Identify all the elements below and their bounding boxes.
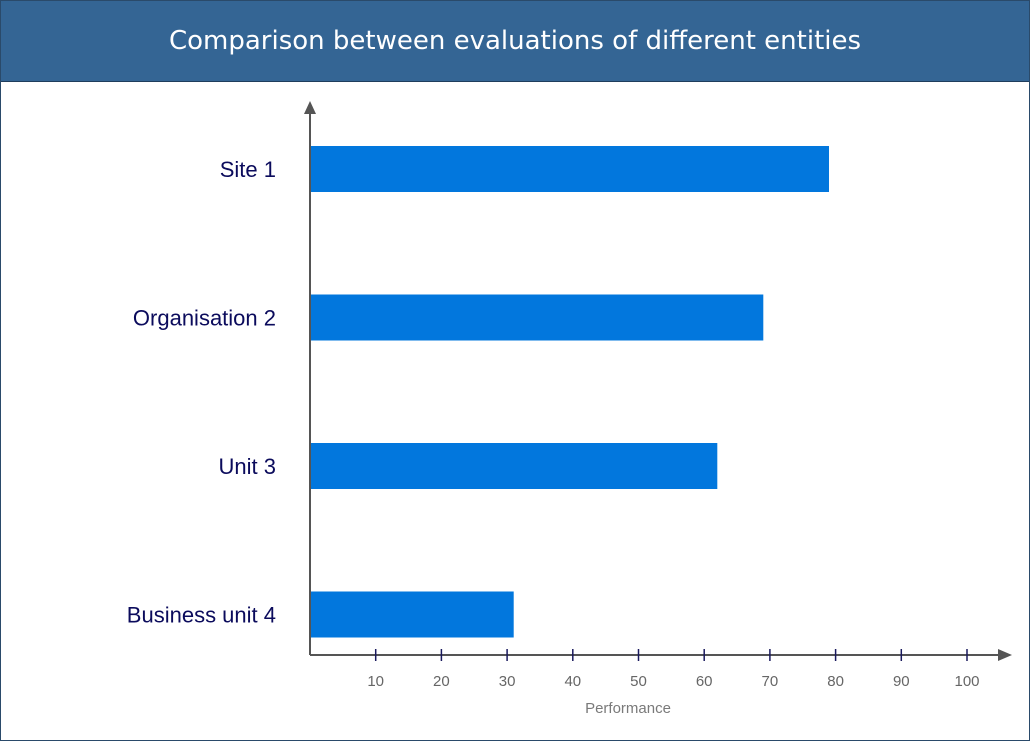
tick-group: 10 20 30 40 50 60 70 80 90 100 — [367, 649, 980, 690]
x-tick-label-40: 40 — [564, 673, 581, 690]
x-tick-label-70: 70 — [762, 673, 779, 690]
bar-1 — [311, 146, 829, 192]
bar-3 — [311, 443, 718, 489]
bars-group — [311, 146, 829, 638]
axes-group — [304, 101, 1012, 661]
x-tick-label-20: 20 — [433, 673, 450, 690]
category-labels-group: Site 1 Organisation 2 Unit 3 Business unit … — [127, 157, 276, 628]
x-tick-label-100: 100 — [954, 673, 979, 690]
x-axis-title: Performance — [585, 700, 671, 717]
bar-2 — [311, 294, 764, 341]
x-tick-label-50: 50 — [630, 673, 647, 690]
category-label-3: Unit 3 — [219, 454, 276, 479]
x-tick-label-80: 80 — [827, 673, 844, 690]
x-tick-label-10: 10 — [367, 673, 384, 690]
category-label-2: Organisation 2 — [133, 306, 276, 331]
chart-header: Comparison between evaluations of differ… — [1, 1, 1029, 82]
x-tick-label-30: 30 — [499, 673, 516, 690]
x-axis-arrow — [998, 649, 1012, 661]
chart-title: Comparison between evaluations of differ… — [168, 26, 862, 56]
y-axis-arrow — [304, 101, 316, 114]
category-label-4: Business unit 4 — [127, 603, 276, 628]
x-tick-label-60: 60 — [696, 673, 713, 690]
x-tick-label-90: 90 — [893, 673, 910, 690]
bar-4 — [311, 591, 514, 638]
category-label-1: Site 1 — [220, 157, 276, 182]
